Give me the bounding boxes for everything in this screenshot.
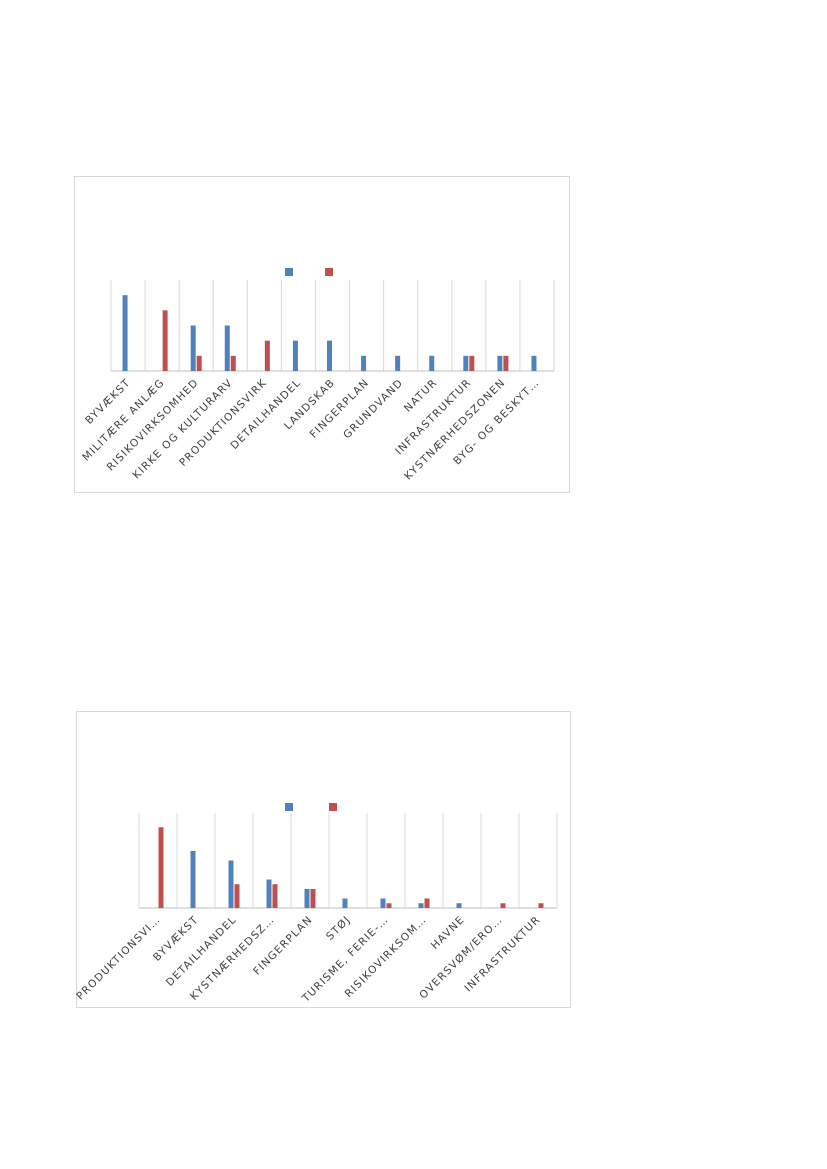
bar [531,355,537,371]
bar-chart-2: PRODUKTIONSVI…BYVÆKSTDETAILHANDELKYSTNÆR… [74,803,558,1005]
x-tick-label: GRUNDVAND [341,377,406,442]
x-tick-label: PRODUKTIONSVI… [74,914,163,1003]
bar [292,340,298,371]
chart-area-1: BYVÆKST MILITÆRE ANLÆG RISIKOVIRKSOMHED KIR… [74,176,570,493]
bar [224,325,230,371]
bar [386,903,392,908]
bar [469,355,475,371]
bar [497,355,503,371]
bar [230,355,236,371]
x-tick-label: FINGERPLAN [308,377,372,441]
bar [424,898,430,908]
bar [538,903,544,908]
bar [234,884,240,908]
legend-swatch-red [325,268,333,276]
bar [162,310,168,371]
bar [361,355,367,371]
bar [122,295,128,371]
bar [463,355,469,371]
legend-swatch-blue [285,268,293,276]
bar [342,898,348,908]
bar [503,355,509,371]
bar [190,325,196,371]
bar [158,827,164,908]
bar [310,889,316,908]
bar [380,898,386,908]
bar [190,851,196,908]
bar [429,355,435,371]
bar [500,903,506,908]
bar [456,903,462,908]
x-tick-label: HAVNE [429,914,467,952]
bar [196,355,202,371]
bar [264,340,270,371]
bar [395,355,401,371]
bar [327,340,332,371]
chart-area-2: PRODUKTIONSVI… BYVÆKST DETAILHANDEL KYSTNÆR… [74,711,571,1008]
x-tick-label: INFRASTRUKTUR [462,914,543,995]
bar [418,903,424,908]
bar [272,884,278,908]
legend-swatch-red [329,803,337,811]
x-tick-label: DETAILHANDEL [164,914,239,989]
bar [266,879,272,908]
x-tick-label: STØJ [324,914,353,943]
legend-swatch-blue [285,803,293,811]
bar [304,889,310,908]
bar [228,860,234,908]
